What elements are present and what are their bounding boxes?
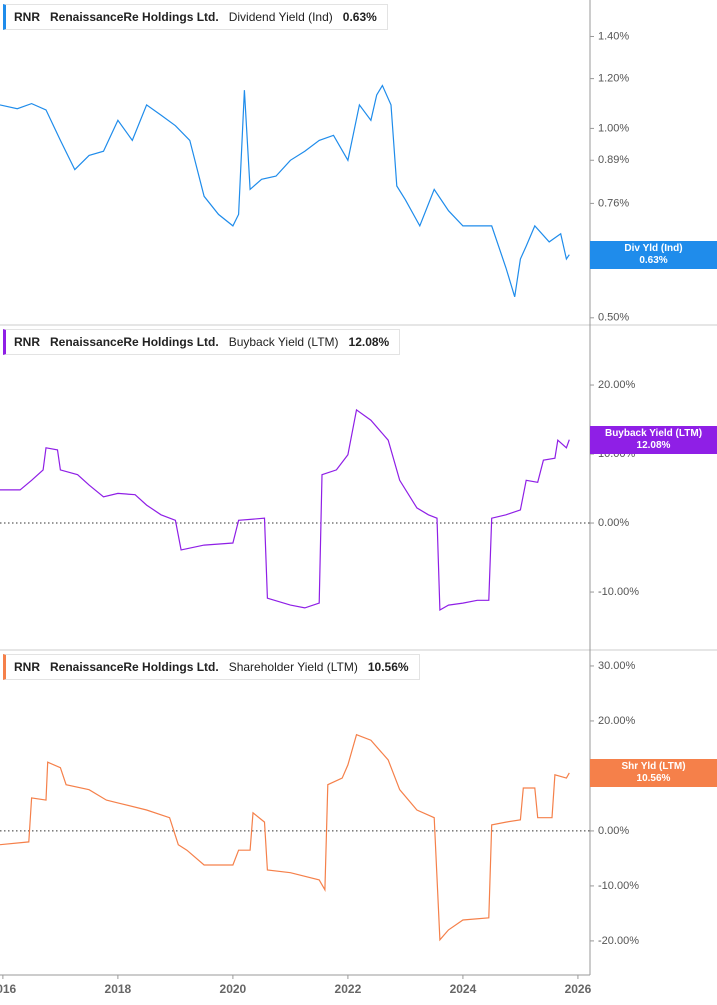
y-tick-label: 0.50% <box>598 312 629 324</box>
legend-series-name: Shareholder Yield (LTM) <box>228 660 358 674</box>
badge-value: 0.63% <box>639 254 668 266</box>
legend-ticker: RNR <box>14 10 40 24</box>
legend-series-name: Buyback Yield (LTM) <box>228 335 339 349</box>
legend-value: 12.08% <box>348 335 390 349</box>
legend-ticker: RNR <box>14 335 40 349</box>
y-tick-label: 30.00% <box>598 660 636 672</box>
x-tick-label: 2024 <box>450 982 477 996</box>
y-tick-label: 0.89% <box>598 154 629 166</box>
legend: RNR RenaissanceRe Holdings Ltd. Buyback Yi… <box>3 329 401 355</box>
y-tick-label: -20.00% <box>598 935 639 947</box>
y-tick-label: 0.00% <box>598 825 629 837</box>
legend-value: 10.56% <box>367 660 409 674</box>
x-tick-label: 2018 <box>105 982 132 996</box>
badge-name: Shr Yld (LTM) <box>621 760 686 772</box>
legend-company: RenaissanceRe Holdings Ltd. <box>50 660 219 674</box>
x-tick-label: 2022 <box>335 982 362 996</box>
badge-value: 10.56% <box>636 772 671 784</box>
y-tick-label: 1.00% <box>598 122 629 134</box>
legend-series-name: Dividend Yield (Ind) <box>228 10 333 24</box>
x-tick-label: 2020 <box>220 982 247 996</box>
badge-value: 12.08% <box>636 439 671 451</box>
last-value-badge: Buyback Yield (LTM) 12.08% <box>590 425 717 454</box>
legend: RNR RenaissanceRe Holdings Ltd. Shareholde… <box>3 654 420 680</box>
y-tick-label: -10.00% <box>598 880 639 892</box>
y-tick-label: 0.00% <box>598 517 629 529</box>
legend-company: RenaissanceRe Holdings Ltd. <box>50 10 219 24</box>
series-line <box>0 84 570 297</box>
badge-name: Div Yld (Ind) <box>624 242 683 254</box>
series-line <box>0 733 570 942</box>
series-line <box>0 408 570 612</box>
legend: RNR RenaissanceRe Holdings Ltd. Dividend Y… <box>3 4 388 30</box>
last-value-badge: Div Yld (Ind) 0.63% <box>590 240 717 269</box>
legend-value: 0.63% <box>342 10 377 24</box>
y-tick-label: 1.20% <box>598 73 629 85</box>
x-tick-label: 2026 <box>565 982 592 996</box>
y-tick-label: -10.00% <box>598 586 639 598</box>
legend-ticker: RNR <box>14 660 40 674</box>
badge-name: Buyback Yield (LTM) <box>604 427 703 439</box>
y-tick-label: 20.00% <box>598 715 636 727</box>
last-value-badge: Shr Yld (LTM) 10.56% <box>590 758 717 787</box>
x-tick-label: 2016 <box>0 982 17 996</box>
y-tick-label: 0.76% <box>598 197 629 209</box>
y-tick-label: 1.40% <box>598 30 629 42</box>
legend-company: RenaissanceRe Holdings Ltd. <box>50 335 219 349</box>
y-tick-label: 20.00% <box>598 379 636 391</box>
